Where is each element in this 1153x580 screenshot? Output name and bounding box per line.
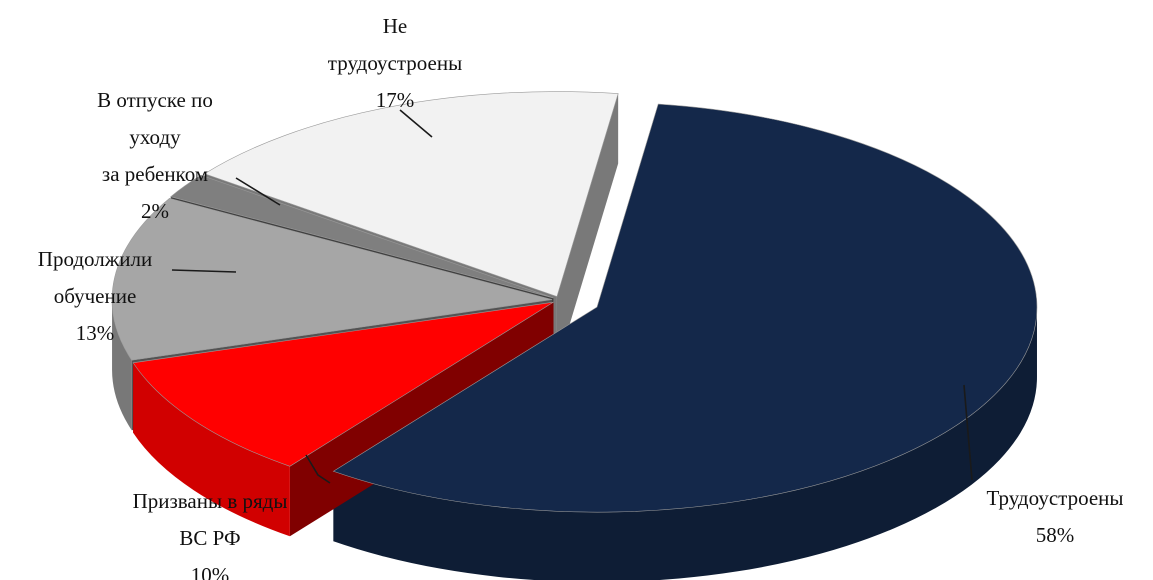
slice-label-line-3-2: за ребенком <box>102 162 208 186</box>
slice-percent-3: 2% <box>141 199 169 223</box>
pie-slice-side-2 <box>112 299 132 431</box>
pie-slice-4 <box>203 91 619 297</box>
slice-percent-4: 17% <box>376 88 415 112</box>
pie-slice-1 <box>132 301 554 467</box>
slice-percent-2: 13% <box>76 321 115 345</box>
slice-label-line-0-0: Трудоустроены <box>987 486 1124 510</box>
leader-line-2 <box>171 269 237 273</box>
slice-label-0: Трудоустроены 58% <box>987 486 1124 547</box>
slice-label-3: В отпуске по уходу за ребенком 2% <box>97 88 213 223</box>
slice-label-line-4-0: Не <box>383 14 408 38</box>
leader-line-0 <box>963 384 973 481</box>
pie-slice-2 <box>111 198 553 361</box>
leader-line-4 <box>399 109 433 138</box>
slice-label-1: Призваны в ряды ВС РФ 10% <box>133 489 288 580</box>
slice-label-line-2-0: Продолжили <box>38 247 152 271</box>
leader-line-1 <box>305 454 331 484</box>
pie-slice-wall-4-1 <box>556 93 619 367</box>
slice-label-4: Не трудоустроены 17% <box>328 14 462 112</box>
slice-label-line-1-0: Призваны в ряды <box>133 489 288 513</box>
slice-percent-1: 10% <box>191 563 230 580</box>
pie-slice-side-1 <box>133 362 290 537</box>
slice-label-line-2-1: обучение <box>54 284 137 308</box>
pie-slice-0 <box>332 103 1038 513</box>
slice-percent-0: 58% <box>1036 523 1075 547</box>
pie-slice-side-0 <box>333 307 1037 580</box>
slice-label-line-3-0: В отпуске по <box>97 88 213 112</box>
slice-label-line-3-1: уходу <box>129 125 181 149</box>
leader-line-3 <box>235 177 281 206</box>
slice-label-2: Продолжили обучение 13% <box>38 247 152 345</box>
pie-slice-3 <box>170 174 554 299</box>
slice-label-line-4-1: трудоустроены <box>328 51 462 75</box>
slice-label-line-1-1: ВС РФ <box>179 526 240 550</box>
